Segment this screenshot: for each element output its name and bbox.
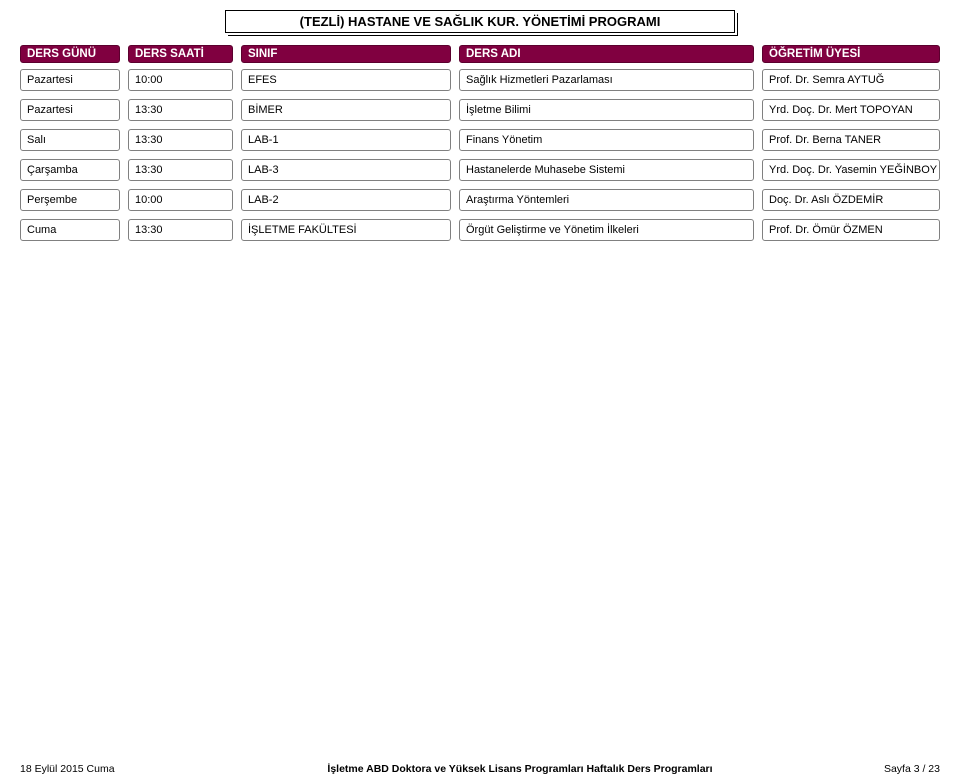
cell-gun: Çarşamba: [20, 159, 120, 181]
cell-uye: Doç. Dr. Aslı ÖZDEMİR: [762, 189, 940, 211]
cell-ders: Sağlık Hizmetleri Pazarlaması: [459, 69, 754, 91]
cell-uye: Prof. Dr. Semra AYTUĞ: [762, 69, 940, 91]
program-title: (TEZLİ) HASTANE VE SAĞLIK KUR. YÖNETİMİ …: [225, 10, 735, 33]
header-sinif: SINIF: [241, 45, 451, 63]
cell-ders: Araştırma Yöntemleri: [459, 189, 754, 211]
cell-saat: 13:30: [128, 159, 233, 181]
cell-gun: Pazartesi: [20, 69, 120, 91]
cell-saat: 13:30: [128, 219, 233, 241]
cell-gun: Perşembe: [20, 189, 120, 211]
cell-ders: Hastanelerde Muhasebe Sistemi: [459, 159, 754, 181]
footer-title: İşletme ABD Doktora ve Yüksek Lisans Pro…: [200, 763, 840, 775]
cell-gun: Pazartesi: [20, 99, 120, 121]
header-ders: DERS ADI: [459, 45, 754, 63]
footer-date: 18 Eylül 2015 Cuma: [20, 763, 200, 775]
cell-uye: Yrd. Doç. Dr. Yasemin YEĞİNBOY: [762, 159, 940, 181]
header-uye: ÖĞRETİM ÜYESİ: [762, 45, 940, 63]
cell-saat: 10:00: [128, 69, 233, 91]
table-header: DERS GÜNÜ DERS SAATİ SINIF DERS ADI ÖĞRE…: [20, 45, 940, 63]
cell-uye: Prof. Dr. Ömür ÖZMEN: [762, 219, 940, 241]
cell-gun: Cuma: [20, 219, 120, 241]
cell-sinif: LAB-2: [241, 189, 451, 211]
cell-gun: Salı: [20, 129, 120, 151]
page: (TEZLİ) HASTANE VE SAĞLIK KUR. YÖNETİMİ …: [0, 0, 960, 783]
cell-uye: Prof. Dr. Berna TANER: [762, 129, 940, 151]
cell-saat: 13:30: [128, 129, 233, 151]
cell-ders: Örgüt Geliştirme ve Yönetim İlkeleri: [459, 219, 754, 241]
table-row: Çarşamba 13:30 LAB-3 Hastanelerde Muhase…: [20, 159, 940, 181]
table-row: Cuma 13:30 İŞLETME FAKÜLTESİ Örgüt Geliş…: [20, 219, 940, 241]
cell-uye: Yrd. Doç. Dr. Mert TOPOYAN: [762, 99, 940, 121]
table-row: Pazartesi 10:00 EFES Sağlık Hizmetleri P…: [20, 69, 940, 91]
cell-sinif: BİMER: [241, 99, 451, 121]
table-row: Perşembe 10:00 LAB-2 Araştırma Yöntemler…: [20, 189, 940, 211]
table-row: Pazartesi 13:30 BİMER İşletme Bilimi Yrd…: [20, 99, 940, 121]
page-footer: 18 Eylül 2015 Cuma İşletme ABD Doktora v…: [20, 763, 940, 775]
cell-sinif: İŞLETME FAKÜLTESİ: [241, 219, 451, 241]
cell-sinif: LAB-3: [241, 159, 451, 181]
cell-sinif: LAB-1: [241, 129, 451, 151]
table-row: Salı 13:30 LAB-1 Finans Yönetim Prof. Dr…: [20, 129, 940, 151]
table-body: Pazartesi 10:00 EFES Sağlık Hizmetleri P…: [20, 69, 940, 241]
cell-ders: Finans Yönetim: [459, 129, 754, 151]
cell-saat: 10:00: [128, 189, 233, 211]
cell-sinif: EFES: [241, 69, 451, 91]
header-saat: DERS SAATİ: [128, 45, 233, 63]
cell-ders: İşletme Bilimi: [459, 99, 754, 121]
header-gun: DERS GÜNÜ: [20, 45, 120, 63]
cell-saat: 13:30: [128, 99, 233, 121]
footer-page: Sayfa 3 / 23: [840, 763, 940, 775]
